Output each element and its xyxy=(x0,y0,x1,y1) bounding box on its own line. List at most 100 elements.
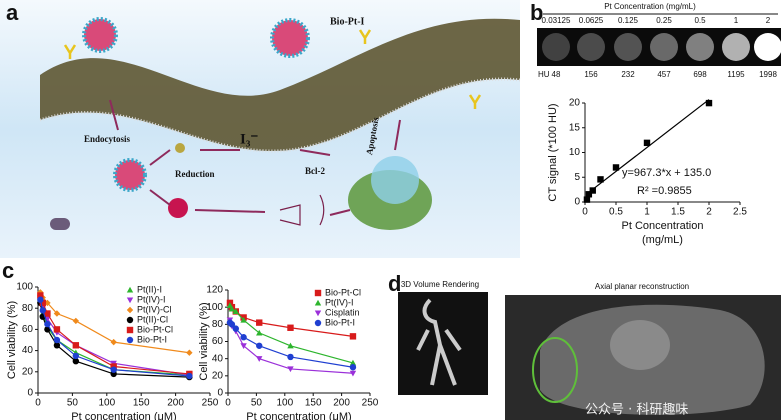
organ xyxy=(610,320,670,370)
x-tick-label: 1.5 xyxy=(671,207,685,218)
phantom-well xyxy=(650,33,678,61)
y-axis-label: CT signal (*100 HU) xyxy=(547,103,559,201)
legend-marker xyxy=(314,299,322,306)
marker xyxy=(37,292,44,299)
marker xyxy=(256,356,263,362)
x-tick-label: 200 xyxy=(333,398,350,409)
legend-label: Pt(II)-Cl xyxy=(137,314,168,324)
label: Endocytosis xyxy=(84,134,131,144)
marker xyxy=(186,372,193,380)
x-axis-label: Pt Concentration xyxy=(622,220,704,232)
marker xyxy=(228,321,236,328)
phantom-row: 0.03125 0.0625 0.125 0.25 0.5 1 2 48 156 232 457 69… xyxy=(542,16,781,79)
x-tick-label: 100 xyxy=(98,398,115,409)
concentration-label: 0.125 xyxy=(618,16,639,25)
marker xyxy=(349,364,357,371)
y-tick-label: 40 xyxy=(212,353,224,364)
y-tick-label: 80 xyxy=(212,319,224,330)
x-tick-label: 100 xyxy=(276,398,293,409)
marker xyxy=(72,358,80,365)
marker xyxy=(39,307,46,314)
marker xyxy=(349,370,357,377)
marker xyxy=(705,99,713,107)
marker xyxy=(287,353,294,361)
image-title: Axial planar reconstruction xyxy=(595,282,689,291)
panel-label: a xyxy=(6,0,19,25)
hu-value: 457 xyxy=(657,70,671,79)
legend-marker xyxy=(126,286,134,293)
concentration-label: 0.0625 xyxy=(579,16,604,25)
y-tick-label: 0 xyxy=(27,388,33,399)
arrows xyxy=(109,99,401,216)
x-tick-label: 150 xyxy=(133,398,150,409)
hu-label: HU xyxy=(538,70,550,79)
panel-label: b xyxy=(530,0,543,25)
y-tick-label: 15 xyxy=(569,122,581,133)
ct-images xyxy=(398,292,781,420)
phantom-well xyxy=(686,33,714,61)
marker xyxy=(583,196,591,203)
legend-marker xyxy=(314,319,322,327)
legend-label: Bio-Pt-Cl xyxy=(325,287,361,297)
y-tick-label: 40 xyxy=(22,345,34,356)
x-tick-label: 2 xyxy=(706,207,712,218)
legend-label: Bio-Pt-I xyxy=(325,317,355,327)
volume-render xyxy=(398,292,488,395)
marker xyxy=(349,333,357,340)
marker xyxy=(643,139,651,147)
hu-value: 1195 xyxy=(727,70,745,79)
phantom-title: Pt Concentration (mg/mL) xyxy=(604,2,696,11)
membrane-edge xyxy=(39,77,521,153)
image-title: 3D Volume Rendering xyxy=(401,280,479,289)
x-tick-label: 0 xyxy=(582,207,588,218)
marker xyxy=(110,366,117,373)
y-tick-label: 120 xyxy=(206,285,223,296)
trendline xyxy=(586,99,710,195)
concentration-label: 0.25 xyxy=(656,16,672,25)
marker xyxy=(612,164,620,171)
marker xyxy=(53,310,61,317)
y-tick-label: 60 xyxy=(22,324,34,335)
legend-label: Bio-Pt-I xyxy=(137,334,167,344)
pill xyxy=(50,218,70,230)
legend-label: Pt(IV)-I xyxy=(137,294,166,304)
marker xyxy=(256,329,263,336)
marker xyxy=(597,176,604,183)
label: Bio-Pt-I xyxy=(330,16,365,27)
x-tick-label: 200 xyxy=(167,398,184,409)
marker xyxy=(232,308,239,315)
legend-label: Pt(IV)-I xyxy=(325,297,354,307)
watermark: 公众号 · 科研趣味 xyxy=(585,403,688,418)
nucleus xyxy=(371,156,419,204)
marker xyxy=(39,299,46,307)
x-axis-label: Pt concentration (μM) xyxy=(71,411,176,420)
phantom-well xyxy=(754,33,781,61)
y-tick-label: 5 xyxy=(574,172,580,183)
legend-marker xyxy=(314,289,322,297)
x-tick-label: 0 xyxy=(35,398,41,409)
hu-value: 232 xyxy=(621,70,635,79)
y-axis-label: Cell viability (%) xyxy=(198,302,210,380)
pt-core xyxy=(168,198,188,218)
complex xyxy=(279,194,325,226)
legend-label: Bio-Pt-Cl xyxy=(137,324,173,334)
annotation: y=967.3*x + 135.0 xyxy=(622,167,711,179)
legend-label: Pt(IV)-Cl xyxy=(137,304,172,314)
concentration-label: 1 xyxy=(734,16,739,25)
marker xyxy=(256,319,263,326)
marker xyxy=(232,325,239,332)
nanoparticle xyxy=(270,18,310,58)
marker xyxy=(186,349,193,356)
marker xyxy=(72,317,80,325)
marker xyxy=(349,359,357,366)
concentration-label: 0.03125 xyxy=(542,16,571,25)
phantom-well xyxy=(577,33,605,61)
x-tick-label: 2.5 xyxy=(733,207,747,218)
y-tick-label: 20 xyxy=(569,98,581,109)
marker xyxy=(240,316,247,323)
y-tick-label: 60 xyxy=(212,336,224,347)
y-tick-label: 0 xyxy=(217,388,223,399)
legend-label: Cisplatin xyxy=(325,307,360,317)
legend-marker xyxy=(126,316,134,324)
hu-value: 156 xyxy=(584,70,598,79)
